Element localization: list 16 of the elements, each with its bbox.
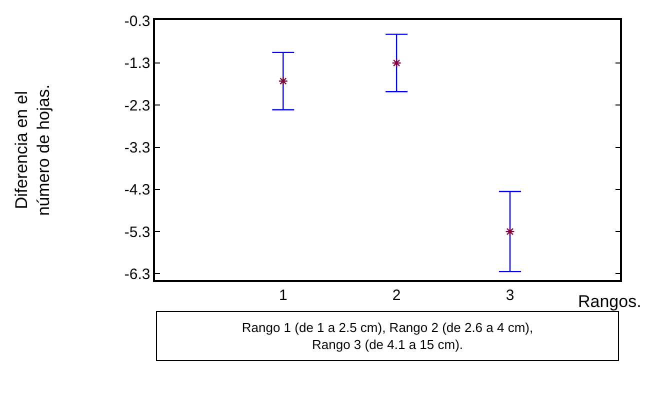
y-axis-title: Diferencia en el número de hojas. xyxy=(12,84,53,216)
point xyxy=(505,226,515,236)
y-tick-label: -4.3 xyxy=(124,182,150,199)
point xyxy=(392,58,402,68)
y-tick-label: -0.3 xyxy=(124,13,150,30)
x-axis-title: Rangos. xyxy=(578,292,642,311)
y-tick-label: -1.3 xyxy=(124,55,150,72)
y-tick-label: -3.3 xyxy=(124,140,150,157)
y-tick-label: -5.3 xyxy=(124,224,150,241)
y-tick-label: -2.3 xyxy=(124,97,150,114)
x-tick-label: 3 xyxy=(506,286,514,304)
x-tick-label: 2 xyxy=(392,286,401,304)
x-tick-label: 1 xyxy=(278,286,288,304)
text: Rango 1 (de 1 a 2.5 cm), Rango 2 (de 2.6 a 4 cm), Rango 3 (de 4.1 a 15 cm). xyxy=(242,320,534,352)
point xyxy=(278,76,288,86)
y-tick-label: -6.3 xyxy=(124,266,150,283)
